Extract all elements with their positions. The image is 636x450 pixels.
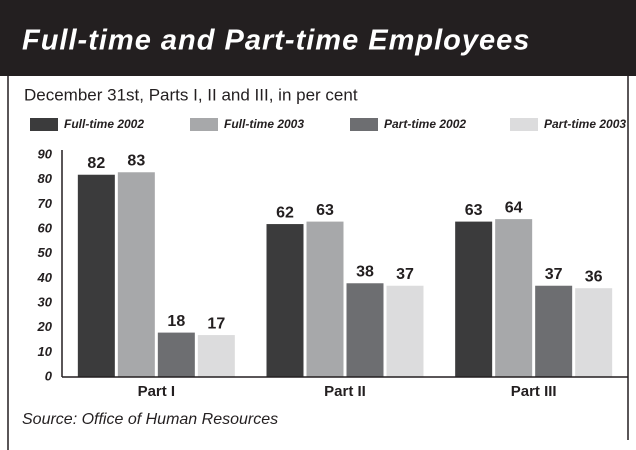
value-label: 36: [585, 268, 603, 285]
bar: [157, 332, 195, 377]
y-tick-label: 10: [38, 344, 53, 359]
y-tick-label: 70: [38, 196, 53, 211]
y-tick-label: 60: [38, 220, 53, 235]
value-label: 17: [207, 315, 225, 332]
value-label: 37: [396, 266, 414, 283]
bar: [266, 224, 304, 377]
subtitle: December 31st, Parts I, II and III, in p…: [24, 85, 358, 104]
value-label: 64: [505, 199, 523, 216]
chart-title: Full-time and Part-time Employees: [22, 25, 530, 57]
value-label: 38: [356, 263, 374, 280]
y-tick-label: 30: [38, 294, 53, 309]
legend-swatch: [190, 118, 218, 131]
legend-label: Full-time 2003: [224, 117, 304, 131]
value-label: 62: [276, 204, 294, 221]
bar: [386, 285, 424, 377]
value-label: 18: [167, 313, 185, 330]
legend-label: Full-time 2002: [64, 117, 144, 131]
y-tick-label: 0: [45, 368, 53, 383]
legend-label: Part-time 2002: [384, 117, 466, 131]
y-tick-label: 90: [38, 146, 53, 161]
value-label: 63: [465, 202, 483, 219]
legend-swatch: [510, 118, 538, 131]
y-tick-label: 20: [37, 319, 53, 334]
source: Source: Office of Human Resources: [22, 411, 278, 428]
y-tick-label: 40: [37, 270, 53, 285]
x-tick-label: Part III: [511, 383, 557, 400]
legend-label: Part-time 2003: [544, 117, 626, 131]
bar: [455, 221, 493, 377]
x-tick-label: Part I: [138, 383, 176, 400]
bar: [346, 283, 384, 377]
bar: [495, 219, 533, 377]
bar: [117, 172, 155, 377]
x-tick-label: Part II: [324, 383, 366, 400]
value-label: 83: [127, 152, 145, 169]
legend-swatch: [30, 118, 58, 131]
bar: [306, 221, 344, 377]
value-label: 82: [87, 155, 105, 172]
y-tick-label: 50: [38, 245, 53, 260]
bar: [77, 174, 115, 377]
value-label: 37: [545, 266, 563, 283]
bar: [575, 288, 613, 377]
legend-swatch: [350, 118, 378, 131]
bar: [197, 335, 235, 377]
bar: [535, 285, 573, 377]
title-bar: [0, 0, 636, 76]
y-tick-label: 80: [38, 171, 53, 186]
value-label: 63: [316, 202, 334, 219]
